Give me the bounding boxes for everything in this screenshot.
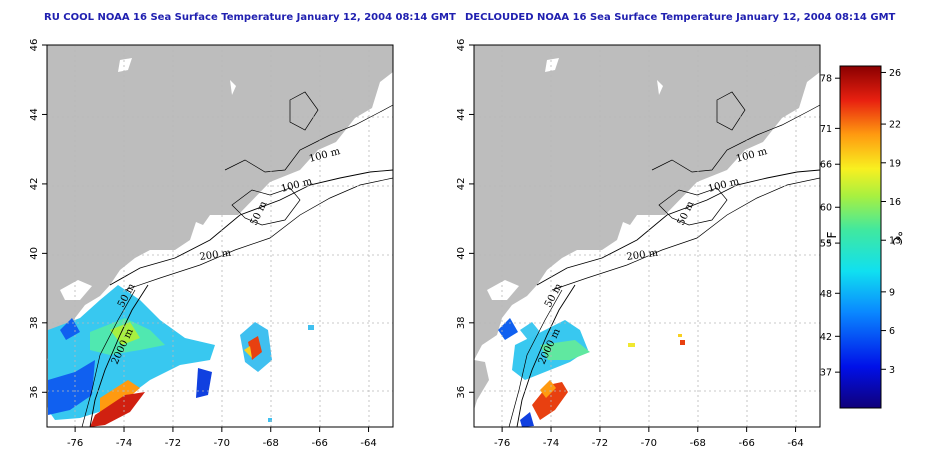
lon-tick-label: -66 — [738, 438, 754, 449]
fahrenheit-tick-label: 71 — [820, 124, 832, 135]
lat-tick-label: 46 — [456, 39, 467, 52]
lon-tick-label: -74 — [116, 438, 132, 449]
lat-tick-label: 36 — [29, 386, 40, 399]
temperature-colorbar: 26 22 19 16 13 9 6 3 78 71 66 60 55 48 42 37 °F °C — [820, 65, 904, 409]
celsius-tick-label: 6 — [889, 326, 895, 337]
lon-tick-label: -68 — [263, 438, 279, 449]
lon-tick-label: -68 — [690, 438, 706, 449]
lat-tick-label: 40 — [456, 247, 467, 260]
lat-tick-label: 36 — [456, 386, 467, 399]
fahrenheit-tick-label: 78 — [820, 74, 832, 85]
contour-label: 50 m — [543, 281, 565, 309]
land-mass — [474, 45, 820, 360]
lat-tick-label: 46 — [29, 39, 40, 52]
lat-tick-label: 40 — [29, 247, 40, 260]
lat-tick-label: 44 — [456, 108, 467, 121]
lat-tick-label: 42 — [29, 178, 40, 191]
lon-tick-label: -72 — [592, 438, 608, 449]
lat-tick-label: 38 — [29, 316, 40, 329]
left-map-frame — [46, 44, 394, 428]
celsius-tick-label: 22 — [889, 120, 901, 131]
celsius-unit-label: °C — [890, 231, 904, 245]
lon-tick-label: -74 — [543, 438, 559, 449]
fahrenheit-tick-label: 55 — [820, 239, 832, 250]
left-map-title: RU COOL NOAA 16 Sea Surface Temperature … — [44, 12, 456, 23]
fahrenheit-tick-label: 66 — [820, 160, 832, 171]
contour-label: 50 m — [676, 199, 697, 227]
right-map-title: DECLOUDED NOAA 16 Sea Surface Temperatur… — [465, 12, 896, 23]
lon-tick-label: -70 — [214, 438, 230, 449]
celsius-tick-label: 9 — [889, 287, 895, 298]
celsius-tick-label: 19 — [889, 158, 901, 169]
right-map-frame — [473, 44, 821, 428]
lon-tick-label: -64 — [360, 438, 376, 449]
celsius-tick-label: 13 — [889, 236, 901, 247]
lon-tick-label: -66 — [311, 438, 327, 449]
lon-tick-label: -64 — [787, 438, 803, 449]
fahrenheit-tick-label: 60 — [820, 203, 832, 214]
fahrenheit-tick-label: 48 — [820, 289, 832, 300]
land-mass — [47, 45, 393, 360]
lon-tick-label: -72 — [165, 438, 181, 449]
contour-label: 100 m — [707, 176, 741, 195]
left-map-panel: 100 m 100 m 50 m 200 m 50 m 2000 m -76 -7… — [29, 39, 394, 449]
fahrenheit-unit-label: °F — [825, 231, 839, 244]
contour-label: 100 m — [280, 176, 314, 195]
lat-tick-label: 38 — [456, 316, 467, 329]
fahrenheit-tick-label: 42 — [820, 332, 832, 343]
celsius-tick-label: 3 — [889, 365, 895, 376]
contour-label: 200 m — [626, 248, 659, 263]
lat-tick-label: 42 — [456, 178, 467, 191]
celsius-tick-label: 16 — [889, 197, 901, 208]
fahrenheit-tick-label: 37 — [820, 368, 832, 379]
lon-tick-label: -76 — [67, 438, 83, 449]
right-map-panel: 100 m 100 m 50 m 200 m 50 m 2000 m -76 -7… — [456, 39, 821, 449]
colorbar-gradient — [839, 65, 882, 409]
lon-tick-label: -70 — [641, 438, 657, 449]
contour-label: 50 m — [249, 199, 270, 227]
lat-tick-label: 44 — [29, 108, 40, 121]
lon-tick-label: -76 — [494, 438, 510, 449]
celsius-tick-label: 26 — [889, 68, 901, 79]
contour-label: 200 m — [199, 248, 232, 263]
